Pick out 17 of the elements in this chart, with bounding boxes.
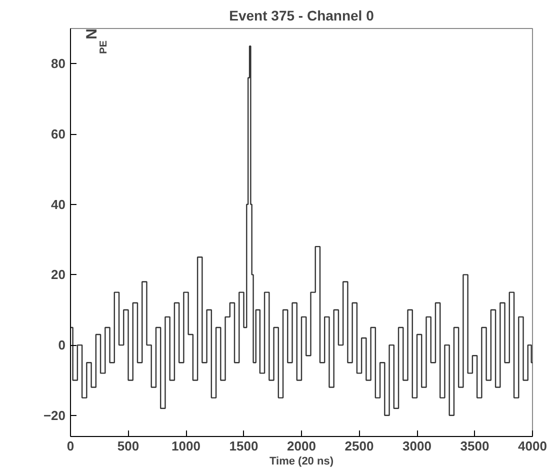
y-tick-label: −20	[43, 408, 66, 423]
y-tick-label: 80	[51, 56, 66, 72]
x-tick-label: 2500	[344, 438, 374, 454]
x-tick-label: 3500	[460, 438, 490, 454]
x-axis-title: Time (20 ns)	[270, 456, 334, 468]
x-tick-label: 500	[117, 438, 140, 454]
y-axis-title: NPE	[84, 28, 110, 54]
x-tick-label: 1000	[172, 438, 200, 454]
chart-title: Event 375 - Channel 0	[229, 8, 374, 24]
y-tick-label: 0	[58, 338, 66, 353]
y-tick-label: 40	[51, 196, 66, 212]
y-tick-label: 20	[51, 267, 66, 282]
x-tick-label: 4000	[518, 438, 547, 454]
x-tick-label: 3000	[402, 438, 432, 454]
x-tick-label: 2000	[287, 438, 316, 454]
y-tick-label: 60	[51, 126, 66, 142]
x-tick-label: 1500	[229, 438, 258, 454]
